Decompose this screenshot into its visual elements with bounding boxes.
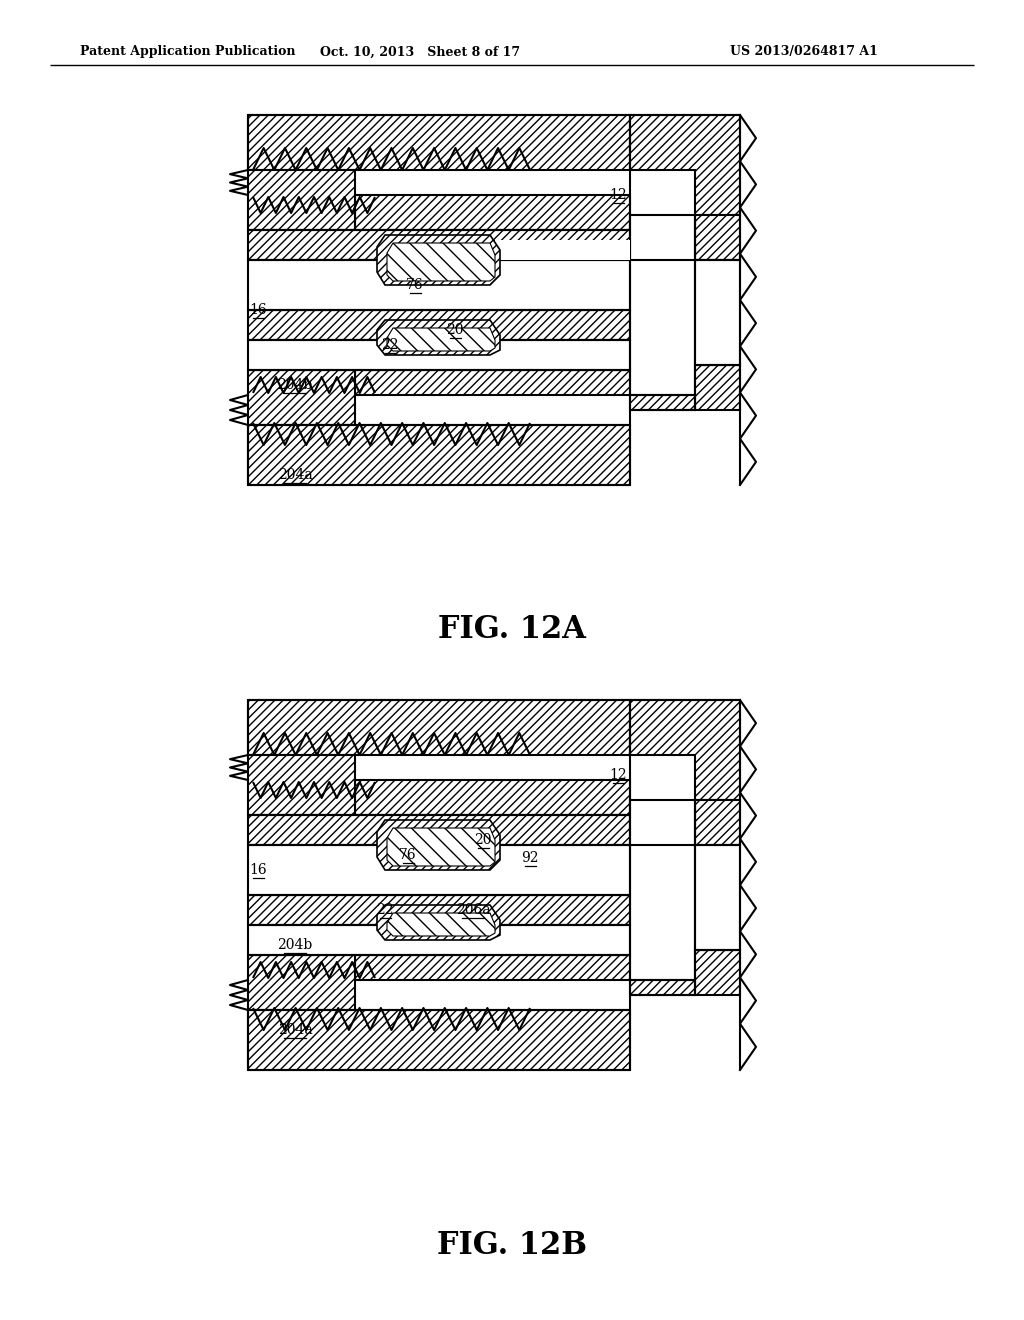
Text: 16: 16 — [249, 304, 267, 317]
Polygon shape — [248, 370, 355, 425]
Polygon shape — [695, 800, 740, 845]
Text: 204b: 204b — [278, 378, 312, 392]
Text: 92: 92 — [521, 851, 539, 865]
Polygon shape — [248, 115, 630, 170]
Text: 76: 76 — [399, 847, 417, 862]
Polygon shape — [248, 260, 630, 310]
Text: Oct. 10, 2013   Sheet 8 of 17: Oct. 10, 2013 Sheet 8 of 17 — [319, 45, 520, 58]
Polygon shape — [248, 425, 630, 484]
Polygon shape — [248, 925, 630, 954]
Polygon shape — [377, 906, 500, 940]
Text: 16: 16 — [249, 863, 267, 876]
Text: 20: 20 — [474, 833, 492, 847]
Polygon shape — [377, 820, 500, 870]
Polygon shape — [695, 845, 740, 950]
Polygon shape — [355, 954, 630, 979]
Text: 204a: 204a — [278, 1023, 312, 1038]
Polygon shape — [630, 215, 695, 260]
Text: Patent Application Publication: Patent Application Publication — [80, 45, 296, 58]
Text: 22: 22 — [381, 338, 398, 352]
Polygon shape — [248, 755, 355, 814]
Polygon shape — [387, 828, 495, 866]
Text: FIG. 12A: FIG. 12A — [438, 615, 586, 645]
Polygon shape — [248, 230, 630, 260]
Polygon shape — [630, 979, 695, 995]
Polygon shape — [495, 240, 630, 260]
Polygon shape — [630, 115, 740, 215]
Polygon shape — [695, 950, 740, 995]
Polygon shape — [695, 215, 740, 260]
Text: 20: 20 — [446, 323, 464, 337]
Polygon shape — [387, 913, 495, 936]
Polygon shape — [377, 235, 500, 285]
Polygon shape — [248, 814, 630, 845]
Polygon shape — [630, 700, 740, 800]
Polygon shape — [387, 243, 495, 281]
Polygon shape — [248, 700, 630, 755]
Text: 204b: 204b — [278, 939, 312, 952]
Polygon shape — [630, 800, 695, 845]
Polygon shape — [355, 370, 630, 395]
Polygon shape — [695, 366, 740, 411]
Polygon shape — [248, 1010, 630, 1071]
Polygon shape — [248, 954, 355, 1010]
Text: 204a: 204a — [278, 469, 312, 482]
Text: 206a: 206a — [456, 903, 490, 917]
Text: FIG. 12B: FIG. 12B — [437, 1229, 587, 1261]
Text: US 2013/0264817 A1: US 2013/0264817 A1 — [730, 45, 878, 58]
Polygon shape — [377, 319, 500, 355]
Polygon shape — [630, 395, 695, 411]
Text: 76: 76 — [407, 279, 424, 292]
Text: 12: 12 — [609, 187, 627, 202]
Polygon shape — [248, 845, 630, 895]
Text: 12: 12 — [609, 768, 627, 781]
Polygon shape — [695, 260, 740, 366]
Polygon shape — [248, 341, 630, 370]
Text: 22: 22 — [376, 903, 394, 917]
Polygon shape — [355, 780, 630, 814]
Polygon shape — [387, 327, 495, 351]
Polygon shape — [355, 195, 630, 230]
Polygon shape — [248, 895, 630, 925]
Polygon shape — [248, 170, 355, 230]
Polygon shape — [248, 310, 630, 341]
